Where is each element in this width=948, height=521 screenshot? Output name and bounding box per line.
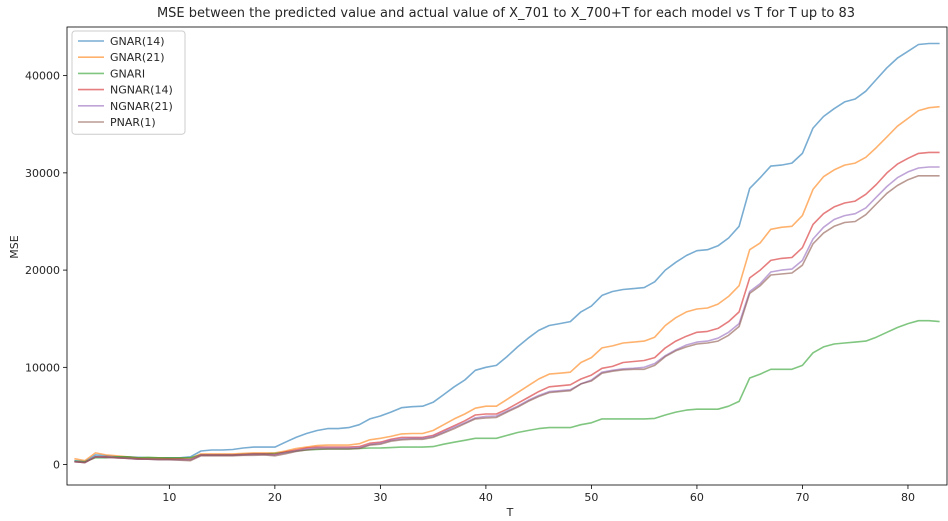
y-tick-label-4: 40000	[25, 70, 60, 83]
x-tick-label-4: 50	[584, 491, 598, 504]
x-tick-label-3: 40	[479, 491, 493, 504]
series-line-1	[74, 105, 940, 462]
legend-label-3: NGNAR(14)	[110, 84, 173, 97]
x-tick-label-5: 60	[690, 491, 704, 504]
x-tick-label-0: 10	[162, 491, 176, 504]
y-tick-label-0: 0	[53, 459, 60, 472]
y-tick-label-2: 20000	[25, 264, 60, 277]
chart-title: MSE between the predicted value and actu…	[157, 6, 855, 21]
x-tick-label-7: 80	[901, 491, 915, 504]
axes: 10 20 30 40 50 60 70 80 0 10000 20000 30000 40000	[25, 26, 948, 504]
y-tick-label-3: 30000	[25, 167, 60, 180]
legend-label-4: NGNAR(21)	[110, 100, 173, 113]
series-line-2	[74, 319, 940, 463]
y-axis-label: MSE	[8, 235, 21, 258]
plot-area	[74, 42, 940, 464]
series-line-5	[74, 175, 940, 464]
legend-label-5: PNAR(1)	[110, 116, 156, 129]
series-line-0	[74, 42, 940, 463]
x-tick-label-2: 30	[373, 491, 387, 504]
legend: GNAR(14) GNAR(21) GNARI NGNAR(14) NGNAR(21) P…	[71, 30, 186, 135]
plot-frame	[66, 26, 948, 486]
x-tick-label-1: 20	[268, 491, 282, 504]
legend-label-2: GNARI	[110, 67, 145, 80]
x-tick-label-6: 70	[795, 491, 809, 504]
x-axis-label: T	[506, 506, 514, 519]
legend-label-1: GNAR(21)	[110, 51, 165, 64]
y-tick-label-1: 10000	[25, 361, 60, 374]
legend-label-0: GNAR(14)	[110, 35, 165, 48]
series-line-4	[74, 166, 940, 464]
